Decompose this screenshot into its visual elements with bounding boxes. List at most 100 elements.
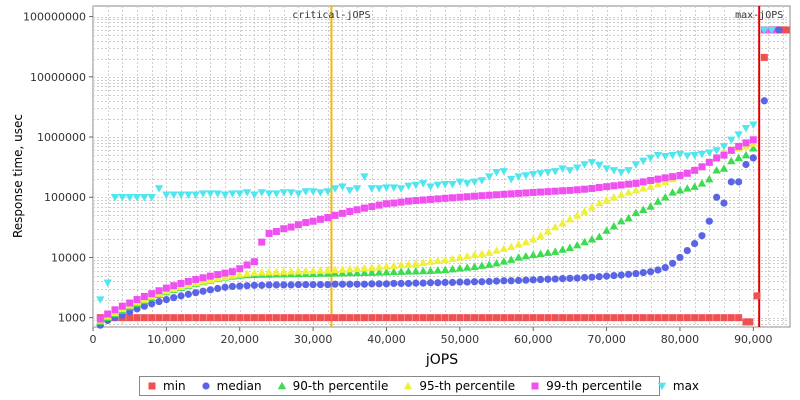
point-median [353, 280, 361, 288]
point-95-th-percentile [507, 242, 516, 251]
point-95-th-percentile [330, 265, 340, 274]
point-99-th-percentile [375, 201, 383, 209]
point-min [390, 314, 398, 322]
point-99-th-percentile [603, 183, 611, 191]
point-99-th-percentile [118, 302, 126, 310]
point-95-th-percentile [345, 264, 354, 273]
point-max [602, 165, 611, 173]
point-min [419, 314, 427, 322]
point-99-th-percentile [559, 187, 567, 195]
point-median [331, 280, 339, 288]
point-90-th-percentile [705, 174, 714, 183]
point-90-th-percentile [352, 268, 362, 277]
point-90-th-percentile [631, 208, 641, 217]
point-min [412, 314, 420, 322]
point-max [521, 172, 531, 180]
point-min [214, 314, 222, 322]
point-99-th-percentile [515, 189, 523, 197]
point-median [221, 283, 229, 291]
point-median [441, 278, 449, 287]
point-99-th-percentile [669, 173, 677, 181]
point-95-th-percentile [272, 267, 281, 276]
point-median [478, 278, 486, 286]
point-min [346, 314, 354, 322]
point-median [250, 281, 259, 289]
point-99-th-percentile [184, 277, 192, 285]
point-min [236, 314, 244, 322]
point-90-th-percentile [602, 226, 611, 234]
point-median [265, 281, 273, 289]
point-99-th-percentile [346, 207, 354, 215]
point-max [448, 180, 457, 189]
point-90-th-percentile [551, 247, 560, 255]
point-99-th-percentile [170, 282, 178, 290]
point-max [741, 125, 751, 133]
point-median [456, 278, 464, 286]
point-max [734, 131, 743, 139]
point-90-th-percentile [580, 237, 589, 246]
point-max [609, 167, 619, 175]
point-99-th-percentile [588, 184, 596, 192]
point-95-th-percentile [565, 215, 575, 223]
legend-swatch-max [657, 382, 667, 391]
point-min [559, 314, 567, 322]
point-99-th-percentile [522, 189, 530, 197]
point-99-th-percentile [382, 200, 390, 208]
point-min [493, 314, 501, 322]
point-max [573, 164, 582, 172]
point-median [470, 278, 479, 286]
point-min [735, 314, 743, 322]
point-99-th-percentile [104, 310, 112, 318]
point-max [661, 153, 670, 161]
point-90-th-percentile [587, 235, 597, 243]
point-min [478, 314, 486, 322]
point-99-th-percentile [639, 178, 647, 186]
point-min [654, 314, 662, 322]
point-90-th-percentile [382, 267, 391, 276]
point-median [133, 305, 141, 313]
legend-label-median: median [216, 379, 262, 393]
point-90-th-percentile [653, 197, 663, 205]
point-max [617, 169, 626, 177]
x-tick-label: 40,000 [367, 333, 406, 346]
point-95-th-percentile [367, 263, 376, 271]
point-99-th-percentile [485, 191, 493, 199]
point-median [558, 275, 567, 283]
point-99-th-percentile [294, 221, 302, 229]
point-90-th-percentile [470, 262, 479, 270]
x-tick-label: 90,000 [734, 333, 773, 346]
point-99-th-percentile [456, 193, 464, 201]
point-min [265, 314, 273, 322]
point-min [375, 314, 383, 322]
legend-label-90-th-percentile: 90-th percentile [292, 379, 389, 393]
point-max [396, 185, 406, 193]
point-90-th-percentile [389, 267, 399, 276]
point-min [368, 314, 376, 322]
point-min [133, 314, 141, 322]
point-95-th-percentile [499, 244, 509, 252]
point-max [301, 188, 310, 196]
legend-item-90-th-percentile: 90-th percentile [276, 379, 389, 393]
point-95-th-percentile [587, 203, 597, 211]
point-99-th-percentile [412, 197, 420, 205]
point-99-th-percentile [236, 265, 244, 273]
point-90-th-percentile [499, 257, 509, 265]
point-95-th-percentile [382, 262, 391, 270]
point-min [603, 314, 611, 322]
point-max [440, 180, 450, 189]
point-median [705, 217, 713, 225]
point-95-th-percentile [308, 266, 318, 275]
y-tick-label: 100000 [44, 191, 86, 204]
x-tick-label: 50,000 [441, 333, 480, 346]
point-99-th-percentile [397, 198, 405, 206]
point-90-th-percentile [595, 232, 604, 241]
point-99-th-percentile [368, 203, 376, 211]
x-tick-label: 0 [90, 333, 97, 346]
point-max [360, 173, 369, 181]
point-99-th-percentile [632, 179, 640, 187]
point-90-th-percentile [440, 265, 450, 274]
legend-swatch-median [202, 382, 210, 390]
point-99-th-percentile [595, 184, 603, 192]
point-99-th-percentile [654, 175, 662, 183]
